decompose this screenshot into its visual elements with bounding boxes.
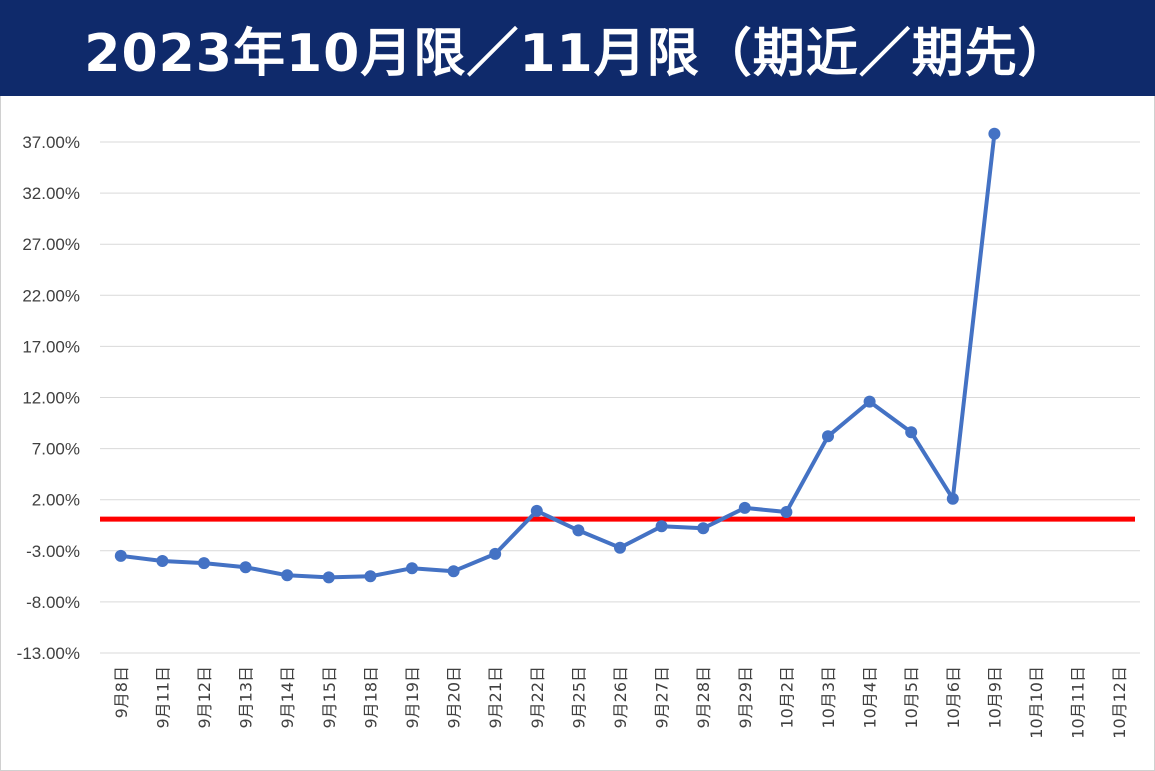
data-point bbox=[988, 127, 1001, 140]
x-tick-label: 10月2日 bbox=[777, 666, 796, 729]
data-point bbox=[697, 522, 710, 535]
x-tick-label: 9月27日 bbox=[653, 666, 672, 729]
x-tick-label: 9月15日 bbox=[320, 666, 339, 729]
x-tick-label: 10月12日 bbox=[1110, 666, 1129, 739]
data-point bbox=[489, 547, 502, 560]
data-point bbox=[198, 557, 210, 570]
x-tick-label: 10月3日 bbox=[819, 666, 838, 729]
y-axis-ticks: 37.00% 32.00% 27.00% 22.00% 17.00% 12.00% 7.00… bbox=[17, 133, 80, 663]
x-tick-label: 9月13日 bbox=[237, 666, 256, 729]
x-tick-label: 10月5日 bbox=[902, 666, 921, 729]
data-point bbox=[780, 506, 793, 518]
series-group bbox=[114, 127, 1001, 584]
x-tick-label: 9月22日 bbox=[528, 666, 547, 729]
y-tick-label: 27.00% bbox=[22, 235, 80, 254]
data-point bbox=[322, 571, 335, 584]
x-tick-label: 9月18日 bbox=[361, 666, 380, 729]
data-point bbox=[406, 562, 418, 575]
line-chart: 37.00% 32.00% 27.00% 22.00% 17.00% 12.00% 7.00… bbox=[17, 127, 1140, 739]
x-tick-label: 10月11日 bbox=[1069, 666, 1088, 739]
title-bar: 2023年10月限／11月限（期近／期先） bbox=[0, 0, 1155, 96]
x-tick-label: 10月9日 bbox=[985, 666, 1004, 729]
data-point bbox=[572, 524, 585, 537]
data-point bbox=[239, 561, 252, 574]
data-point bbox=[156, 555, 169, 567]
data-point bbox=[114, 549, 127, 562]
data-point bbox=[822, 430, 834, 443]
y-tick-label: 2.00% bbox=[32, 491, 80, 510]
y-tick-label: 17.00% bbox=[22, 337, 80, 356]
x-tick-label: 10月4日 bbox=[861, 666, 880, 729]
data-point bbox=[364, 570, 377, 583]
y-tick-label: 22.00% bbox=[22, 286, 80, 305]
x-tick-label: 9月19日 bbox=[403, 666, 422, 729]
y-tick-label: -13.00% bbox=[17, 644, 80, 663]
x-tick-label: 9月20日 bbox=[445, 666, 464, 729]
data-point bbox=[863, 395, 876, 408]
x-axis-ticks: 9月8日 9月11日 9月12日 9月13日 9月14日 9月15日 9月18日 9月19日 9… bbox=[112, 666, 1129, 739]
y-tick-label: 37.00% bbox=[22, 133, 80, 152]
y-tick-label: 32.00% bbox=[22, 184, 80, 203]
x-tick-label: 9月29日 bbox=[736, 666, 755, 729]
data-point bbox=[655, 520, 668, 533]
x-tick-label: 9月8日 bbox=[112, 666, 131, 718]
data-point bbox=[447, 565, 460, 578]
series-line bbox=[120, 133, 997, 580]
x-tick-label: 9月28日 bbox=[694, 666, 713, 729]
y-tick-label: -3.00% bbox=[26, 542, 80, 561]
x-tick-label: 9月26日 bbox=[611, 666, 630, 729]
data-point bbox=[281, 569, 294, 582]
chart-title: 2023年10月限／11月限（期近／期先） bbox=[84, 23, 1071, 84]
x-tick-label: 10月10日 bbox=[1027, 666, 1046, 739]
x-tick-label: 9月21日 bbox=[486, 666, 505, 729]
data-point bbox=[614, 541, 626, 554]
x-tick-label: 9月25日 bbox=[569, 666, 588, 729]
y-tick-label: 7.00% bbox=[32, 440, 80, 459]
x-tick-label: 10月6日 bbox=[944, 666, 963, 729]
x-tick-label: 9月12日 bbox=[195, 666, 214, 729]
data-point bbox=[946, 492, 959, 505]
x-tick-label: 9月11日 bbox=[153, 666, 172, 729]
data-point bbox=[530, 504, 543, 517]
y-tick-label: -8.00% bbox=[26, 593, 80, 612]
data-point bbox=[738, 501, 751, 514]
data-point bbox=[905, 426, 918, 439]
y-tick-label: 12.00% bbox=[22, 389, 80, 408]
x-tick-label: 9月14日 bbox=[278, 666, 297, 729]
